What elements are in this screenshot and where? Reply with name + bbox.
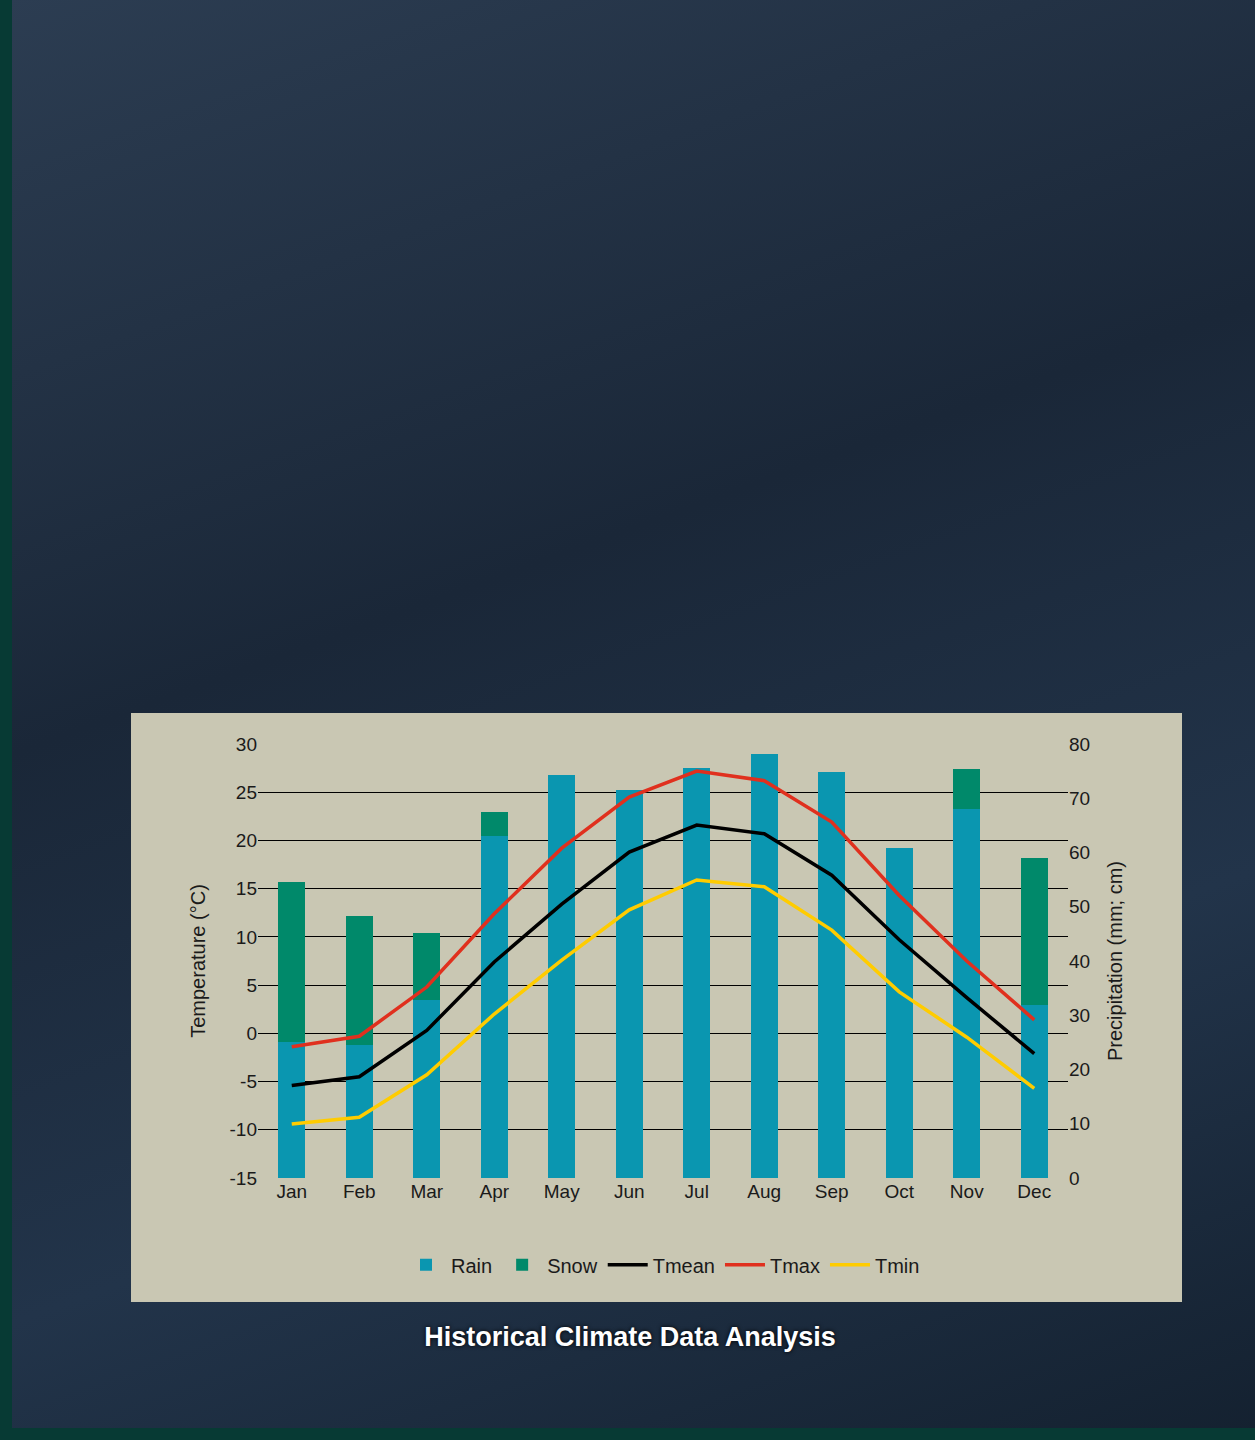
svg-text:5: 5 — [246, 975, 257, 996]
svg-text:Nov: Nov — [950, 1181, 984, 1202]
svg-text:Tmin: Tmin — [875, 1255, 919, 1277]
html-text:Historical Climate Data Analys: Historical Climate Data Analysis — [424, 1322, 836, 1352]
svg-text:Sep: Sep — [815, 1181, 849, 1202]
svg-text:-10: -10 — [230, 1119, 257, 1140]
svg-text:20: 20 — [1069, 1059, 1090, 1080]
svg-text:50: 50 — [1069, 896, 1090, 917]
svg-text:10: 10 — [1069, 1113, 1090, 1134]
svg-text:60: 60 — [1069, 842, 1090, 863]
svg-text:-15: -15 — [230, 1168, 257, 1189]
svg-text:0: 0 — [1069, 1168, 1080, 1189]
svg-text:Jan: Jan — [276, 1181, 307, 1202]
svg-text:Oct: Oct — [884, 1181, 914, 1202]
svg-text:Mar: Mar — [410, 1181, 443, 1202]
svg-text:Rain: Rain — [451, 1255, 492, 1277]
svg-text:80: 80 — [1069, 734, 1090, 755]
svg-text:Dec: Dec — [1017, 1181, 1051, 1202]
svg-text:25: 25 — [236, 782, 257, 803]
svg-text:Temperature (°C): Temperature (°C) — [187, 884, 209, 1038]
svg-text:Tmean: Tmean — [653, 1255, 715, 1277]
svg-text:15: 15 — [236, 878, 257, 899]
svg-text:Aug: Aug — [747, 1181, 781, 1202]
svg-text:30: 30 — [1069, 1005, 1090, 1026]
svg-text:Feb: Feb — [343, 1181, 376, 1202]
svg-text:-5: -5 — [240, 1071, 257, 1092]
svg-text:40: 40 — [1069, 951, 1090, 972]
svg-text:Snow: Snow — [547, 1255, 598, 1277]
svg-text:30: 30 — [236, 734, 257, 755]
svg-text:10: 10 — [236, 927, 257, 948]
svg-text:Jun: Jun — [614, 1181, 645, 1202]
svg-text:20: 20 — [236, 830, 257, 851]
svg-text:0: 0 — [246, 1023, 257, 1044]
svg-text:May: May — [544, 1181, 580, 1202]
svg-text:Tmax: Tmax — [770, 1255, 820, 1277]
svg-text:70: 70 — [1069, 788, 1090, 809]
svg-text:Jul: Jul — [685, 1181, 709, 1202]
svg-text:Apr: Apr — [479, 1181, 509, 1202]
svg-text:Precipitation (mm; cm): Precipitation (mm; cm) — [1104, 861, 1126, 1061]
